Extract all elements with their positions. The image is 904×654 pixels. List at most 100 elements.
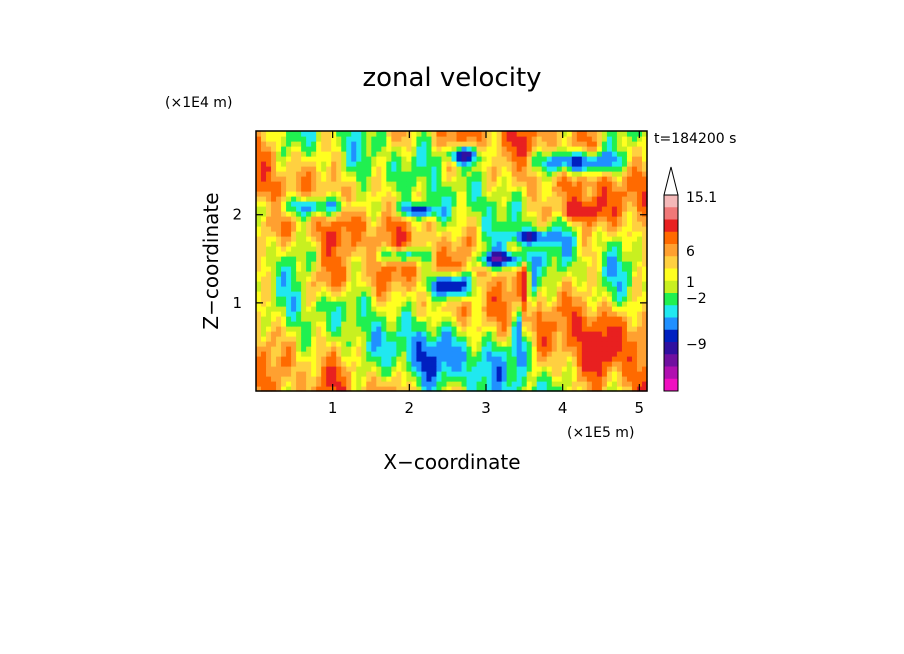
field-cell [526,331,533,337]
field-cell [461,276,468,282]
field-cell [256,256,262,262]
field-cell [256,356,262,362]
field-cell [446,201,453,207]
field-cell [346,176,352,182]
field-cell [436,266,443,272]
field-cell [301,236,307,242]
field-cell [446,251,453,257]
field-cell [531,351,538,357]
field-cell [271,381,277,387]
field-cell [316,316,322,322]
field-cell [336,166,342,172]
field-cell [546,216,553,222]
field-cell [311,316,317,322]
field-cell [496,221,503,227]
field-cell [296,311,302,317]
field-cell [321,216,327,222]
field-cell [501,386,508,392]
field-cell [586,276,593,282]
field-cell [296,326,302,332]
field-cell [471,266,478,272]
field-cell [426,156,433,162]
field-cell [406,271,412,277]
field-cell [586,336,593,342]
field-cell [506,131,513,137]
field-cell [571,146,578,152]
field-cell [636,336,643,342]
field-cell [301,176,307,182]
field-cell [611,306,618,312]
field-cell [431,256,438,262]
field-cell [636,311,643,317]
field-cell [266,331,272,337]
field-cell [296,351,302,357]
field-cell [501,231,508,237]
field-cell [611,271,618,277]
field-cell [531,331,538,337]
field-cell [596,271,603,277]
field-cell [286,281,292,287]
field-cell [401,131,407,137]
field-cell [411,241,418,247]
field-cell [586,321,593,327]
field-cell [576,316,583,322]
field-cell [406,336,412,342]
field-cell [341,191,347,197]
field-cell [456,236,463,242]
field-cell [631,241,638,247]
field-cell [511,306,518,312]
field-cell [396,316,402,322]
field-cell [461,361,468,367]
field-cell [291,301,297,307]
field-cell [331,131,337,137]
field-cell [526,241,533,247]
field-cell [306,376,312,382]
field-cell [361,271,367,277]
field-cell [621,221,628,227]
field-cell [486,366,493,372]
field-cell [316,331,322,337]
field-cell [541,326,548,332]
field-cell [631,361,638,367]
field-cell [266,336,272,342]
field-cell [516,176,523,182]
field-cell [436,311,443,317]
field-cell [291,276,297,282]
field-cell [456,166,463,172]
field-cell [286,131,292,137]
field-cell [516,256,523,262]
field-cell [526,276,533,282]
field-cell [571,151,578,157]
field-cell [526,326,533,332]
field-cell [526,221,533,227]
field-cell [381,246,387,252]
field-cell [626,236,633,242]
field-cell [456,266,463,272]
field-cell [371,331,377,337]
field-cell [551,381,558,387]
field-cell [266,301,272,307]
field-cell [591,321,598,327]
field-cell [486,296,493,302]
field-cell [441,271,448,277]
field-cell [491,306,498,312]
field-cell [426,141,433,147]
field-cell [446,221,453,227]
field-cell [541,311,548,317]
field-cell [336,261,342,267]
field-cell [266,241,272,247]
field-cell [581,171,588,177]
field-cell [431,201,438,207]
field-cell [341,141,347,147]
field-cell [476,251,483,257]
field-cell [411,346,418,352]
field-cell [311,371,317,377]
field-cell [396,181,402,187]
field-cell [286,231,292,237]
field-cell [561,301,568,307]
field-cell [631,276,638,282]
field-cell [346,386,352,392]
field-cell [561,381,568,387]
field-cell [601,326,608,332]
field-cell [626,371,633,377]
